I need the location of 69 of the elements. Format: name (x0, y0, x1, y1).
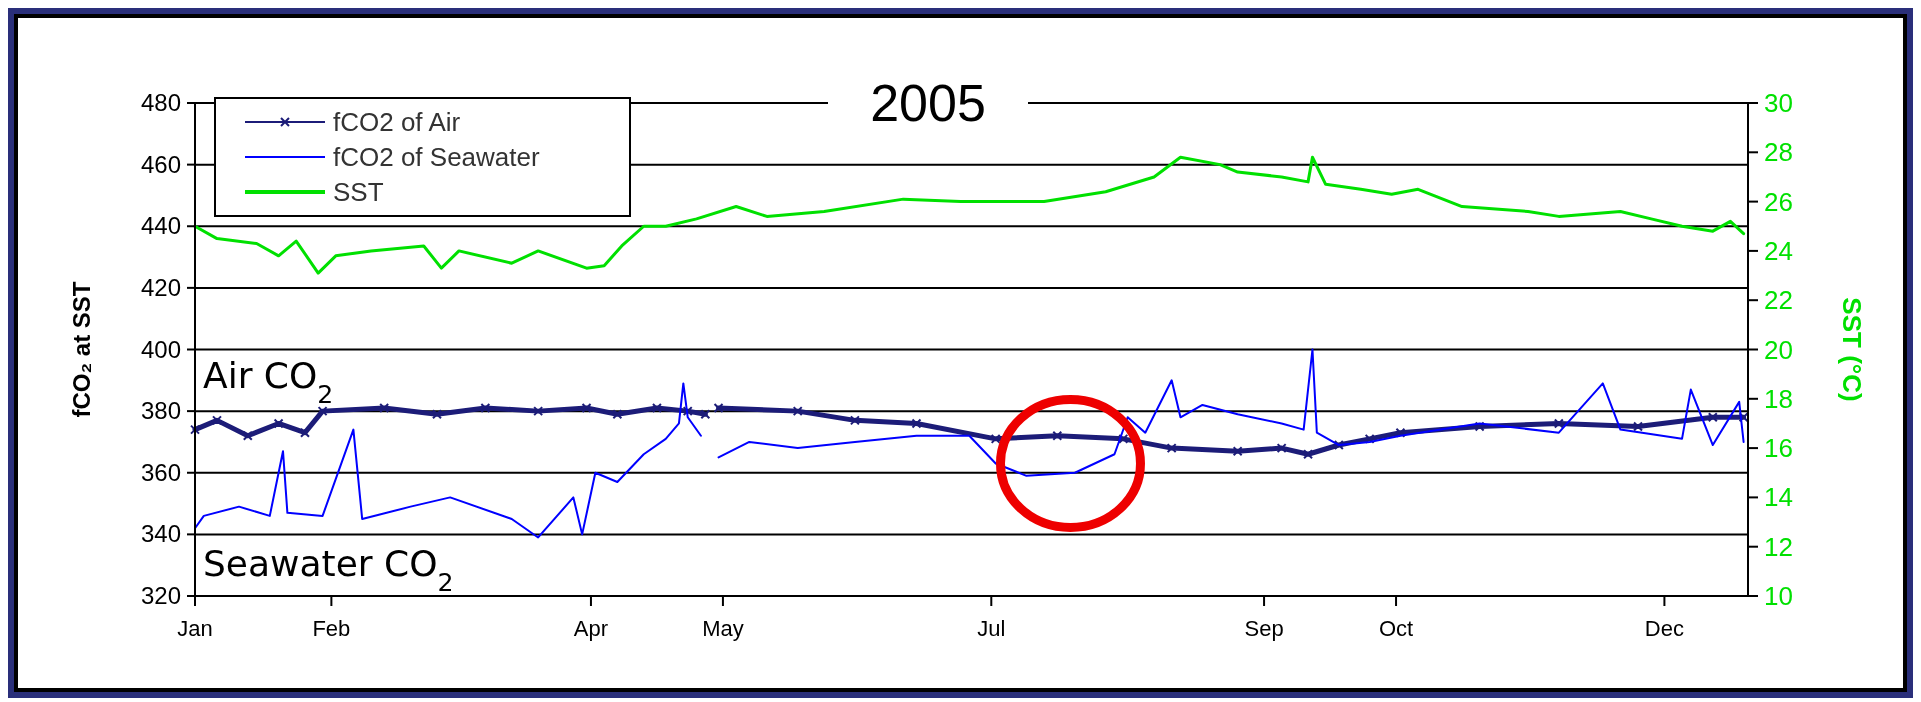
x-tick-label: Apr (573, 616, 609, 641)
point (1707, 412, 1718, 423)
y2-tick-label: 12 (1764, 531, 1793, 562)
point (190, 424, 200, 435)
annotation: Air CO$_{2}$ (203, 354, 334, 408)
point (911, 418, 922, 429)
y-tick-label: 360 (140, 458, 181, 486)
chart-title: 2005 (870, 74, 986, 132)
y-tick-label: 480 (140, 89, 181, 116)
legend-label: fCO2 of Air (333, 107, 461, 137)
y2-tick-label: 14 (1764, 482, 1793, 513)
point (212, 415, 222, 426)
point (317, 406, 328, 417)
x-tick-label: Oct (1378, 616, 1414, 641)
point (533, 406, 544, 417)
point (480, 403, 491, 414)
x-tick-label: Feb (312, 616, 351, 641)
y-tick-label: 400 (140, 335, 181, 363)
x-tick-label: Dec (1644, 616, 1684, 641)
point (1303, 449, 1314, 460)
y-tick-label: 380 (140, 397, 181, 425)
y-axis-title: fCO₂ at SST (68, 281, 95, 418)
y2-axis-title: SST (°C) (1837, 297, 1867, 402)
point (990, 433, 1001, 444)
y2-tick-label: 28 (1764, 137, 1793, 168)
point (1118, 433, 1129, 444)
point (1276, 443, 1287, 454)
point (299, 427, 310, 438)
y-tick-label: 320 (140, 582, 181, 609)
point (581, 403, 592, 414)
point (1474, 421, 1485, 432)
point (700, 409, 711, 420)
point (1232, 446, 1243, 457)
point (379, 403, 390, 414)
annotation: Seawater CO$_{2}$ (203, 543, 454, 597)
y-tick-label: 460 (140, 150, 181, 178)
x-tick-label: May (702, 616, 744, 641)
point (431, 409, 442, 420)
y2-tick-label: 16 (1764, 433, 1793, 464)
y-tick-label: 340 (140, 520, 181, 548)
point (713, 403, 724, 414)
y-tick-label: 440 (140, 212, 181, 240)
point (1364, 433, 1375, 444)
point (849, 415, 860, 426)
point (1553, 418, 1564, 429)
point (612, 409, 623, 420)
point (1052, 430, 1063, 441)
point (1166, 443, 1177, 454)
point (651, 403, 662, 414)
x-tick-label: Jan (177, 616, 213, 641)
legend-label: SST (333, 177, 384, 207)
point (682, 406, 693, 417)
y2-tick-label: 20 (1764, 334, 1793, 365)
y2-tick-label: 22 (1764, 285, 1793, 316)
y2-tick-label: 10 (1764, 581, 1793, 611)
legend-label: fCO2 of Seawater (333, 142, 540, 172)
point (1395, 427, 1406, 438)
point (1633, 421, 1644, 432)
point (1333, 440, 1344, 451)
y-tick-label: 420 (140, 273, 181, 301)
x-tick-label: Jul (977, 616, 1006, 641)
y2-tick-label: 30 (1764, 88, 1793, 118)
y2-tick-label: 26 (1764, 186, 1793, 217)
y2-tick-label: 24 (1764, 235, 1793, 266)
y2-tick-label: 18 (1764, 383, 1793, 414)
point (242, 430, 253, 441)
x-tick-label: Sep (1244, 616, 1284, 641)
point (273, 418, 284, 429)
point (792, 406, 803, 417)
